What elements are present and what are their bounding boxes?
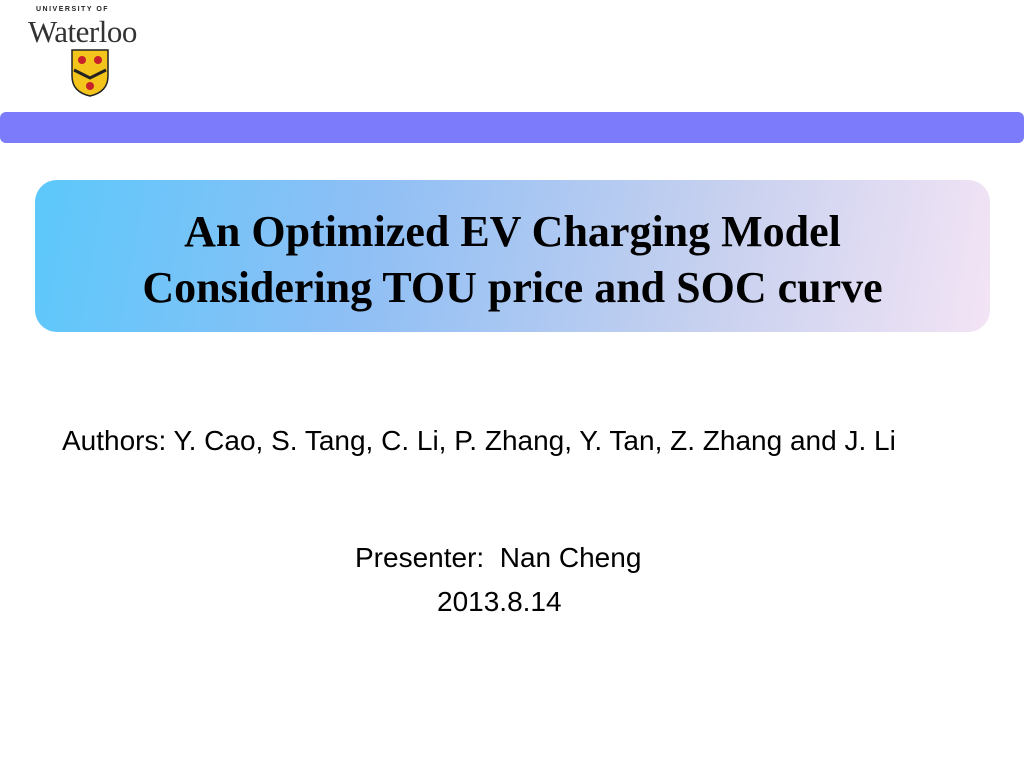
- logo-top: UNIVERSITY OF: [36, 6, 110, 13]
- date: 2013.8.14: [437, 586, 562, 617]
- header-bar: [0, 112, 1024, 143]
- presenter: Presenter: Nan Cheng: [355, 542, 642, 573]
- crest: [71, 49, 109, 97]
- title-box: [35, 180, 990, 332]
- authors: Authors: Y. Cao, S. Tang, C. Li, P. Zhan…: [62, 425, 896, 456]
- title-line: Considering TOU price and SOC curve: [142, 263, 883, 312]
- logo-name: Waterloo: [28, 14, 137, 49]
- title-line: An Optimized EV Charging Model: [184, 207, 841, 256]
